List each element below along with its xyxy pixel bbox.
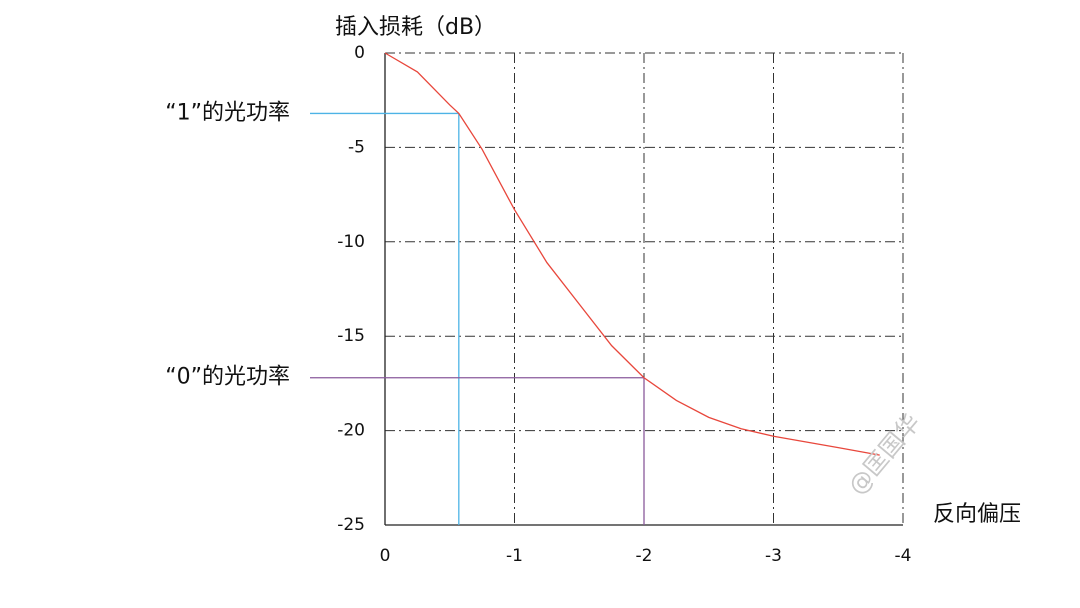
y-tick-label: -20 xyxy=(337,421,365,441)
x-tick-label: -3 xyxy=(765,546,782,566)
y-tick-label: -10 xyxy=(337,232,365,252)
x-tick-label: -2 xyxy=(636,546,653,566)
annotation-label: “0”的光功率 xyxy=(165,365,290,390)
y-tick-label: 0 xyxy=(354,43,365,63)
y-tick-label: -5 xyxy=(348,137,365,157)
series-line xyxy=(384,52,880,456)
x-tick-label: 0 xyxy=(380,546,391,566)
x-axis-label: 反向偏压 xyxy=(933,502,1021,527)
annotation-label: “1”的光功率 xyxy=(165,100,290,125)
x-tick-label: -1 xyxy=(506,546,523,566)
y-tick-label: -25 xyxy=(337,515,365,535)
x-tick-label: -4 xyxy=(895,546,912,566)
y-tick-label: -15 xyxy=(337,326,365,346)
y-axis-label: 插入损耗（dB） xyxy=(335,15,496,40)
watermark: @匡国华 xyxy=(843,409,926,501)
